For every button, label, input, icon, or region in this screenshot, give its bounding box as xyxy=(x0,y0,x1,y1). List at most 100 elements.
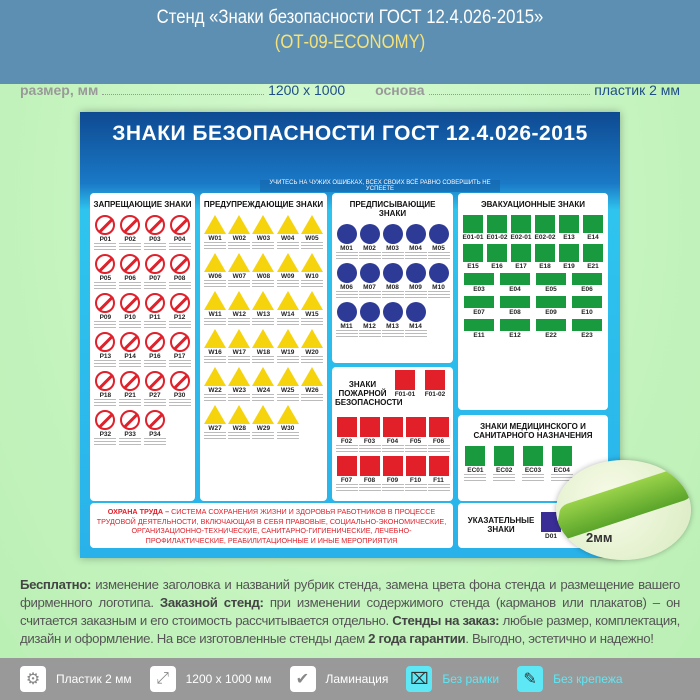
header: Стенд «Знаки безопасности ГОСТ 12.4.026-… xyxy=(0,0,700,84)
sign-icon xyxy=(464,273,494,285)
sign-caption xyxy=(143,321,166,329)
sign-caption xyxy=(119,243,142,251)
safety-sign: E01-02 xyxy=(486,215,508,241)
sign-caption xyxy=(358,484,381,492)
size-value: 1200 х 1000 xyxy=(268,82,346,98)
safety-sign: E14 xyxy=(583,215,603,241)
safety-sign: W04 xyxy=(276,215,299,250)
sign-code: EC03 xyxy=(524,467,542,474)
sign-icon xyxy=(465,446,486,466)
sign-icon xyxy=(405,417,426,437)
sign-code: P12 xyxy=(173,314,186,321)
sign-code: W10 xyxy=(305,273,319,280)
sign-code: E01-02 xyxy=(486,234,508,241)
sign-icon xyxy=(252,253,275,272)
safety-sign: M09 xyxy=(404,263,427,299)
sign-icon xyxy=(300,253,323,272)
safety-sign: E15 xyxy=(463,244,483,270)
sign-code: E21 xyxy=(587,263,599,270)
sign-caption xyxy=(119,321,142,329)
sign-icon xyxy=(382,224,403,244)
sign-code: F07 xyxy=(340,477,353,484)
panel-title: ПРЕДУПРЕЖДАЮЩИЕ ЗНАКИ xyxy=(203,200,324,209)
sign-icon xyxy=(487,244,507,262)
sign-caption xyxy=(300,318,323,326)
sign-caption xyxy=(119,282,142,290)
safety-sign: M08 xyxy=(381,263,404,299)
sign-icon xyxy=(572,319,602,331)
safety-sign: E18 xyxy=(535,244,555,270)
safety-sign: E09 xyxy=(536,296,566,316)
sign-icon xyxy=(252,367,275,386)
sign-icon xyxy=(204,329,227,348)
sign-code: E08 xyxy=(509,309,521,316)
sign-code: E09 xyxy=(545,309,557,316)
shield-icon: ✔ xyxy=(289,666,316,692)
sign-caption xyxy=(168,399,191,407)
safety-sign: P32 xyxy=(94,410,117,446)
sign-icon xyxy=(120,215,141,235)
sign-caption xyxy=(276,394,299,402)
sign-code: M01 xyxy=(340,245,353,252)
sign-code: EC01 xyxy=(467,467,484,474)
sign-icon xyxy=(276,215,299,234)
sign-caption xyxy=(335,252,358,260)
sign-icon xyxy=(405,224,426,244)
screw-icon: ✎ xyxy=(517,666,544,692)
sign-icon xyxy=(511,244,531,262)
desc-bold: 2 года гарантии xyxy=(368,631,466,646)
sign-caption xyxy=(228,242,251,250)
sign-code: EC02 xyxy=(496,467,513,474)
sign-icon xyxy=(228,253,251,272)
sign-code: P06 xyxy=(124,275,136,282)
safety-sign: W16 xyxy=(204,329,227,364)
sign-caption xyxy=(404,291,427,299)
base-value: пластик 2 мм xyxy=(594,82,681,98)
feature-label: Без рамки xyxy=(442,672,500,686)
sign-code: W30 xyxy=(281,425,295,432)
sign-icon xyxy=(228,215,251,234)
gear-icon: ⚙ xyxy=(20,666,46,692)
feature-label: 1200 х 1000 мм xyxy=(185,672,272,686)
sign-caption xyxy=(427,484,450,492)
sign-icon xyxy=(394,370,415,390)
sign-code: M13 xyxy=(386,323,399,330)
sign-caption xyxy=(358,252,381,260)
sign-code: W22 xyxy=(208,387,222,394)
safety-sign: E04 xyxy=(500,273,530,293)
feature-label: Без крепежа xyxy=(553,672,623,686)
sign-code: F02 xyxy=(340,438,353,445)
desc-bold: Стенды на заказ: xyxy=(392,613,500,628)
sign-icon xyxy=(428,224,449,244)
safety-sign: W17 xyxy=(228,329,251,364)
feature-plastic: ⚙ Пластик 2 мм xyxy=(20,666,132,692)
sign-icon xyxy=(204,253,227,272)
sign-icon xyxy=(120,254,141,274)
safety-sign: W24 xyxy=(252,367,275,402)
sign-icon xyxy=(144,293,165,313)
safety-sign: W01 xyxy=(204,215,227,250)
sign-caption xyxy=(168,321,191,329)
sign-caption xyxy=(228,356,251,364)
safety-sign: W13 xyxy=(252,291,275,326)
safety-sign: E23 xyxy=(572,319,602,339)
sign-icon xyxy=(463,244,483,262)
sign-icon xyxy=(276,253,299,272)
safety-sign: F04 xyxy=(381,417,404,453)
sign-caption xyxy=(276,356,299,364)
sign-code: W24 xyxy=(256,387,271,394)
safety-sign: EC03 xyxy=(521,446,544,482)
sign-code: F04 xyxy=(386,438,399,445)
stand-preview[interactable]: ЗНАКИ БЕЗОПАСНОСТИ ГОСТ 12.4.026-2015 УЧ… xyxy=(80,112,620,558)
safety-sign: P13 xyxy=(94,332,117,368)
sign-icon xyxy=(405,302,426,322)
safety-sign: EC04 xyxy=(550,446,573,482)
safety-sign: E22 xyxy=(536,319,566,339)
sign-code: E04 xyxy=(509,286,521,293)
panel-title: ЗНАКИ ПОЖАРНОЙ БЕЗОПАСНОСТИ xyxy=(335,380,403,407)
sign-code: P11 xyxy=(149,314,161,321)
safety-sign: W09 xyxy=(276,253,299,288)
sign-code: P14 xyxy=(124,353,136,360)
safety-sign: P34 xyxy=(143,410,166,446)
safety-sign: W10 xyxy=(300,253,323,288)
